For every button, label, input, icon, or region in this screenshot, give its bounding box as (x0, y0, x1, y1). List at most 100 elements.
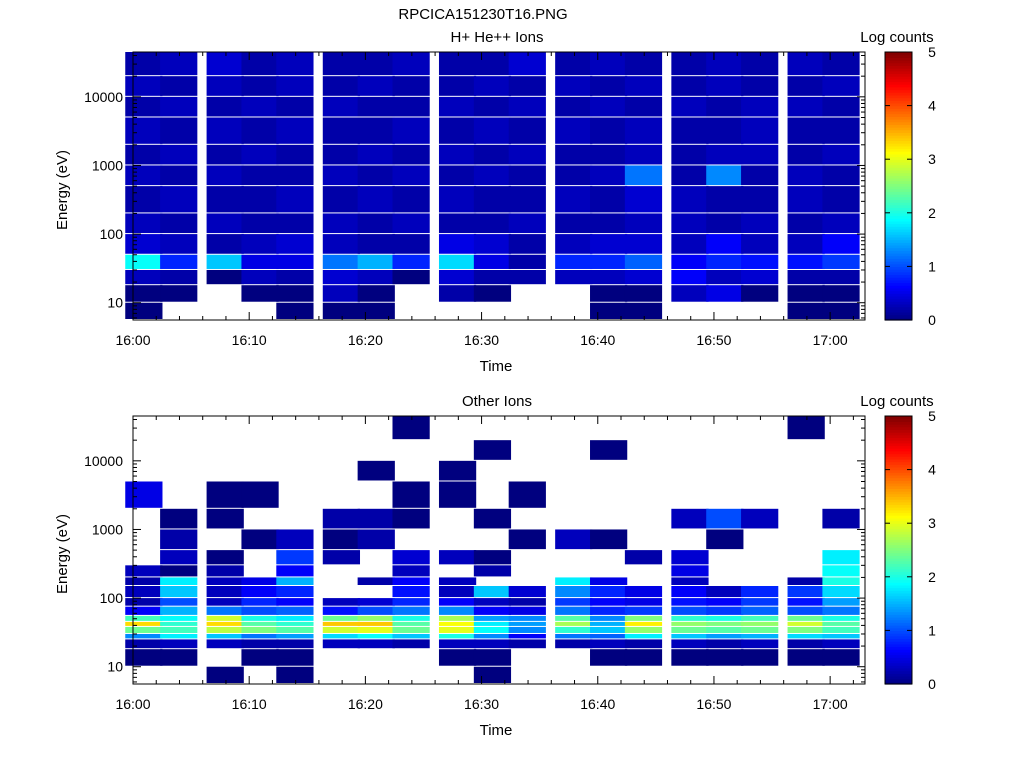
heatmap-cell (241, 52, 279, 76)
heatmap-cell (555, 529, 593, 550)
heatmap-cell (276, 598, 314, 606)
heatmap-cell (357, 76, 395, 96)
panel-1-y-ticks: 10 100 1000 10000 (84, 55, 865, 319)
heatmap-cell (276, 639, 314, 649)
heatmap-cell (438, 649, 477, 666)
heatmap-cell (706, 586, 744, 598)
colorbar-segment (885, 603, 912, 607)
heatmap-cell (555, 639, 593, 649)
heatmap-cell (392, 586, 430, 598)
colorbar-segment (885, 119, 912, 123)
heatmap-cell (706, 508, 744, 529)
heatmap-cell (590, 234, 628, 254)
heatmap-cell (787, 615, 825, 621)
heatmap-cell (590, 213, 628, 234)
heatmap-cell (706, 529, 744, 550)
heatmap-cell (241, 598, 279, 606)
heatmap-cell (276, 76, 314, 96)
heatmap-cell (508, 76, 546, 96)
heatmap-cell (590, 269, 628, 285)
heatmap-cell (590, 598, 628, 606)
y-tick-label: 10 (107, 659, 123, 675)
heatmap-cell (473, 565, 512, 577)
heatmap-cell (590, 76, 628, 96)
colorbar-segment (885, 137, 912, 142)
colorbar-segment (885, 491, 912, 495)
heatmap-cell (706, 96, 744, 117)
heatmap-cell (508, 633, 546, 639)
heatmap-cell (508, 639, 546, 649)
heatmap-cell (322, 626, 361, 633)
colorbar-segment (885, 253, 912, 257)
heatmap-cell (438, 269, 477, 285)
heatmap-cell (590, 117, 628, 144)
heatmap-cell (787, 302, 825, 319)
heatmap-cell (322, 639, 361, 649)
colorbar-segment (885, 210, 912, 214)
heatmap-cell (160, 633, 198, 639)
heatmap-cell (438, 186, 477, 213)
heatmap-cell (276, 144, 314, 165)
heatmap-cell (160, 254, 198, 269)
heatmap-cell (822, 639, 860, 649)
colorbar-segment (885, 94, 912, 99)
colorbar-segment (885, 191, 912, 195)
heatmap-cell (590, 621, 628, 626)
colorbar-segment (885, 113, 912, 117)
heatmap-cell (357, 460, 395, 481)
colorbar-segment (885, 188, 912, 192)
heatmap-cell (438, 481, 477, 508)
heatmap-cell (741, 621, 779, 626)
colorbar-segment (885, 287, 912, 292)
heatmap-cell (276, 550, 314, 565)
heatmap-cell (508, 96, 546, 117)
colorbar-segment (885, 582, 912, 586)
heatmap-cell (357, 52, 395, 76)
colorbar-segment (885, 619, 912, 623)
heatmap-cell (787, 577, 825, 585)
heatmap-cell (706, 615, 744, 621)
heatmap-cell (206, 626, 244, 633)
heatmap-cell (160, 615, 198, 621)
heatmap-cell (508, 529, 546, 550)
panel-1-colorbar-label: Log counts (860, 29, 933, 46)
heatmap-cell (357, 598, 395, 606)
colorbar-segment (885, 261, 912, 265)
heatmap-cell (787, 633, 825, 639)
colorbar-segment (885, 220, 912, 225)
colorbar-segment (885, 574, 912, 578)
heatmap-cell (276, 269, 314, 285)
colorbar-segment (885, 654, 912, 658)
heatmap-cell (555, 633, 593, 639)
colorbar-segment (885, 314, 912, 318)
heatmap-cell (438, 639, 477, 649)
colorbar-segment (885, 665, 912, 669)
colorbar-segment (885, 678, 912, 682)
heatmap-cell (160, 213, 198, 234)
heatmap-cell (822, 269, 860, 285)
heatmap-cell (671, 550, 709, 565)
heatmap-cell (822, 565, 860, 577)
y-tick-label: 10 (107, 295, 123, 311)
colorbar-segment (885, 555, 912, 559)
heatmap-cell (787, 649, 825, 666)
colorbar-segment (885, 242, 912, 246)
colorbar-segment (885, 68, 912, 72)
colorbar-segment (885, 523, 912, 527)
heatmap-cell (322, 165, 361, 186)
heatmap-cell (706, 117, 744, 144)
heatmap-cell (322, 606, 361, 615)
colorbar-segment (885, 571, 912, 575)
heatmap-cell (125, 269, 163, 285)
heatmap-cell (741, 117, 779, 144)
heatmap-cell (473, 626, 512, 633)
colorbar-segment (885, 266, 912, 270)
colorbar-segment (885, 541, 912, 546)
colorbar-segment (885, 258, 912, 262)
colorbar-segment (885, 177, 912, 182)
heatmap-cell (357, 285, 395, 302)
colorbar-segment (885, 662, 912, 666)
heatmap-cell (241, 285, 279, 302)
heatmap-cell (671, 621, 709, 626)
heatmap-cell (438, 96, 477, 117)
